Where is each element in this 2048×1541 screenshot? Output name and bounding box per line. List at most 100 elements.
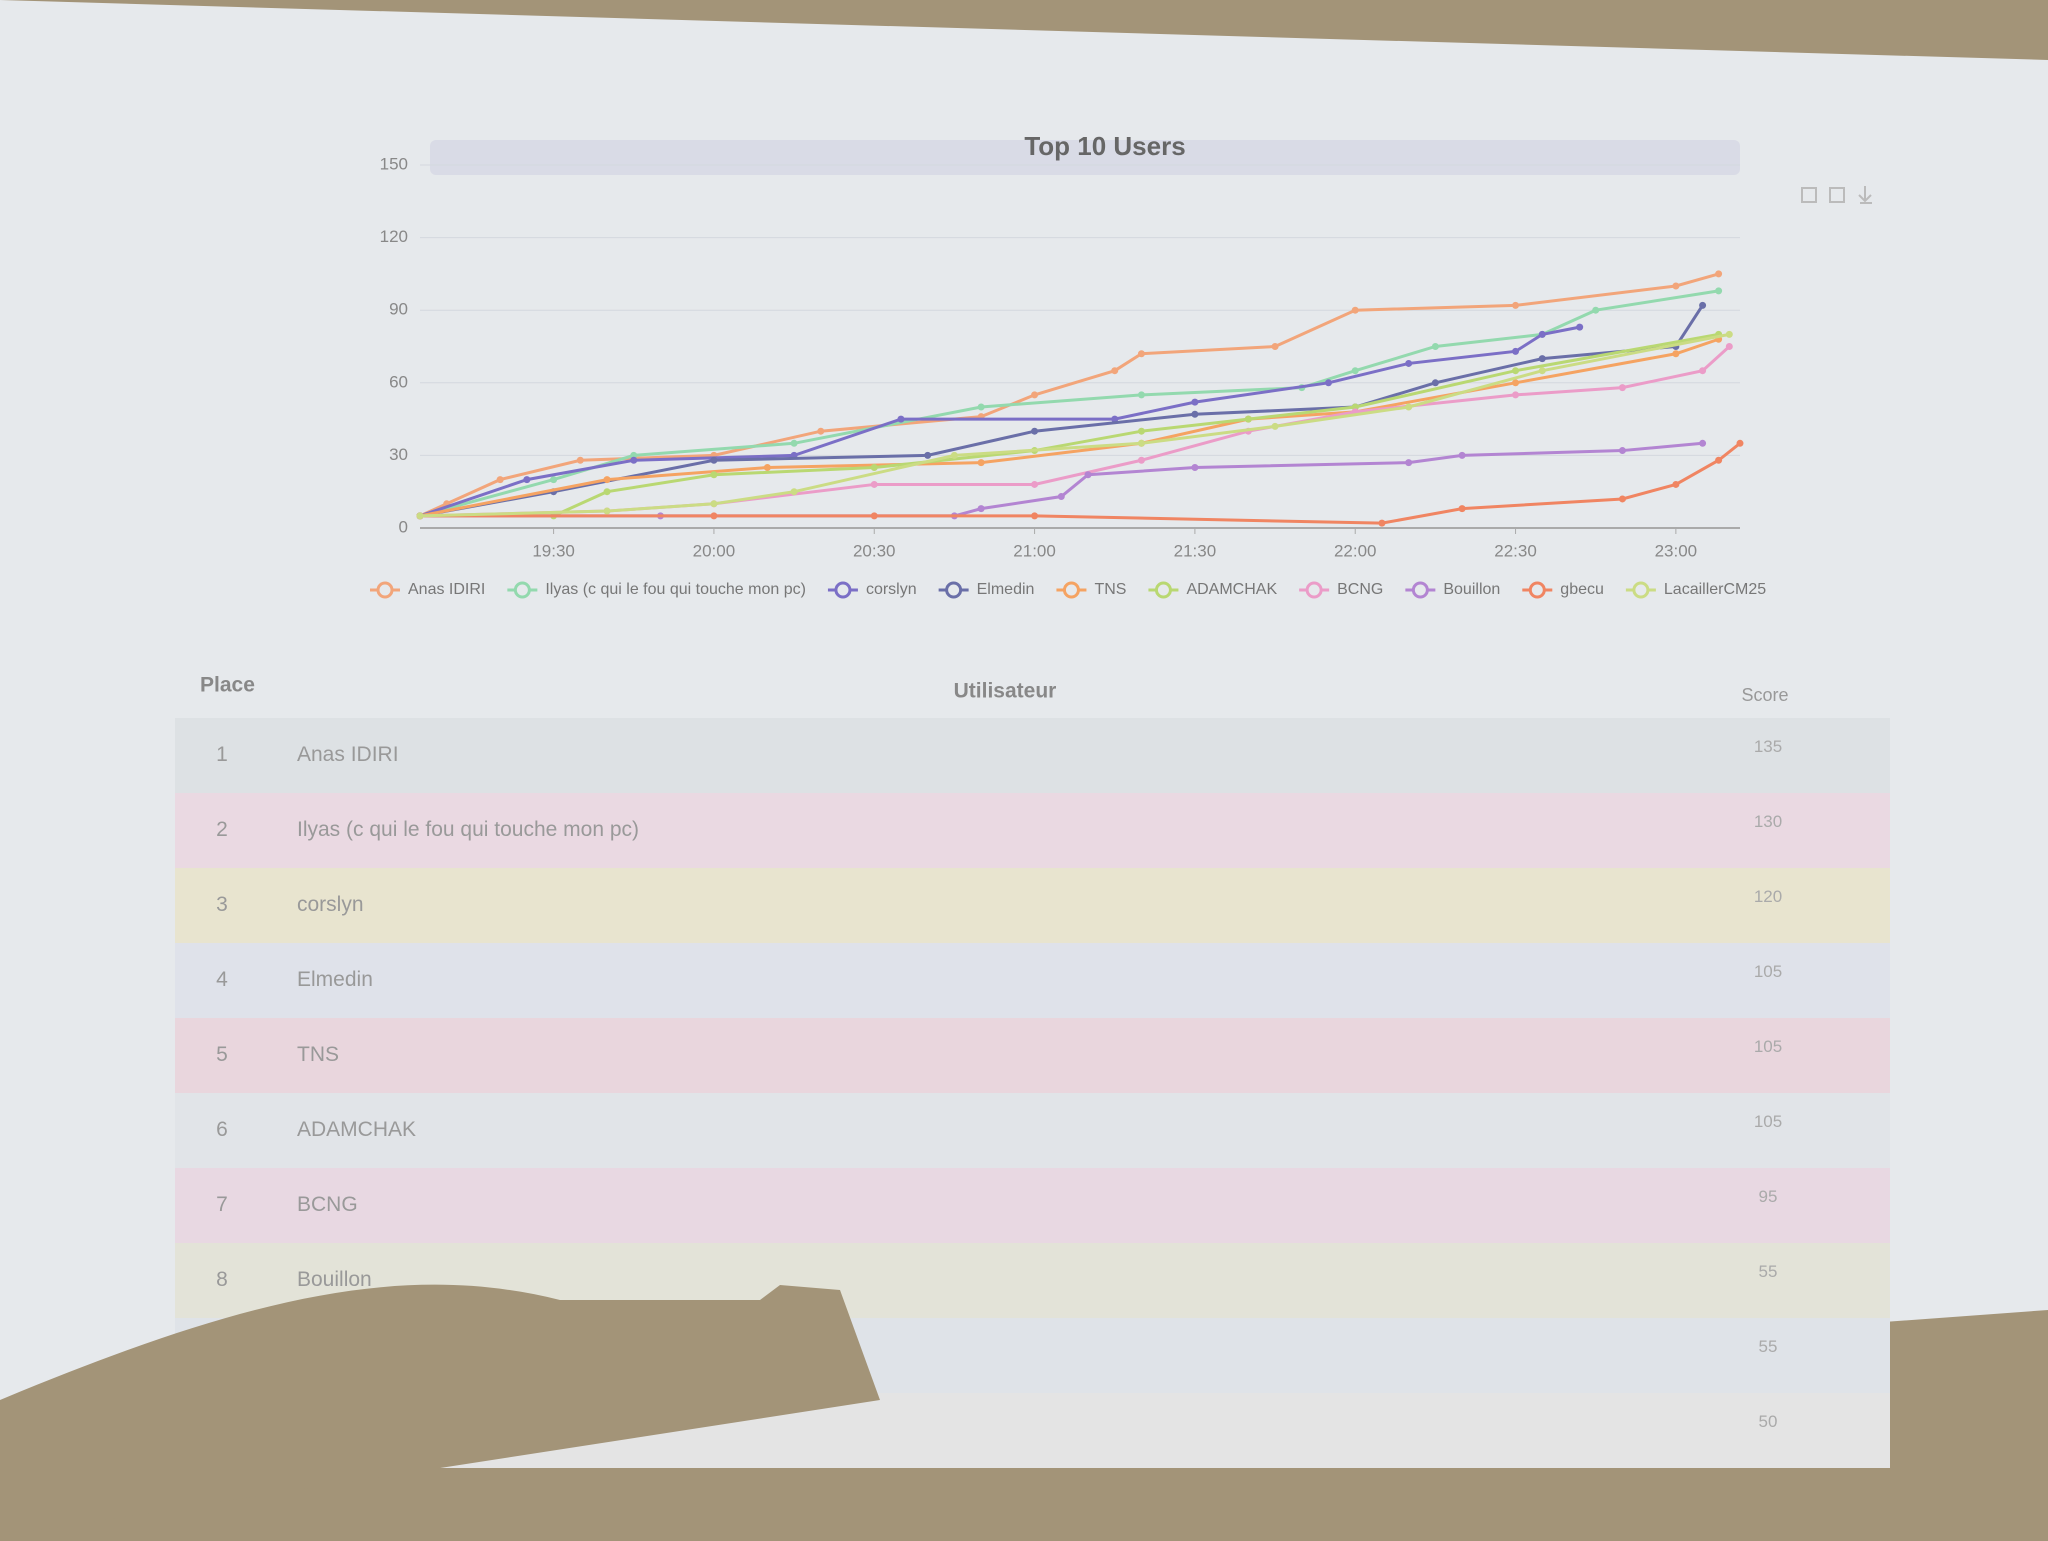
- y-tick-label: 150: [380, 154, 408, 173]
- point: [710, 456, 718, 464]
- shadow: [0, 1284, 880, 1536]
- point: [1378, 519, 1386, 527]
- point: [710, 471, 718, 479]
- point: [496, 476, 504, 484]
- series-line: [419, 325, 1580, 518]
- point: [924, 451, 932, 459]
- legend-item: Ilyas (c qui le fou qui touche mon pc): [507, 581, 806, 599]
- cell-place: 5: [216, 1043, 228, 1066]
- point: [1111, 415, 1119, 423]
- table-row: [175, 718, 1890, 793]
- cell-place: 6: [216, 1118, 228, 1141]
- x-tick-label: 19:30: [532, 541, 575, 560]
- cell-user: BCNG: [297, 1193, 358, 1216]
- point: [1618, 447, 1626, 455]
- legend-item: BCNG: [1299, 581, 1383, 599]
- point: [1512, 367, 1520, 375]
- point: [630, 451, 638, 459]
- point: [1351, 367, 1359, 375]
- x-tick-label: 20:30: [853, 541, 896, 560]
- point: [523, 476, 531, 484]
- cell-user: TNS: [297, 1043, 339, 1066]
- cell-place: 7: [216, 1193, 228, 1216]
- table-row: [175, 943, 1890, 1018]
- point: [1057, 493, 1065, 501]
- legend-label: Ilyas (c qui le fou qui touche mon pc): [545, 581, 806, 598]
- y-tick-label: 120: [380, 227, 408, 246]
- zoom-slider: [430, 140, 1740, 175]
- x-tick-label: 23:00: [1655, 541, 1698, 560]
- point: [1458, 505, 1466, 513]
- point: [1191, 398, 1199, 406]
- point: [1699, 367, 1707, 375]
- point: [1512, 301, 1520, 309]
- header-user: Utilisateur: [954, 680, 1057, 703]
- point: [977, 505, 985, 513]
- point: [710, 500, 718, 508]
- point: [870, 480, 878, 488]
- point: [1325, 379, 1333, 387]
- cell-place: 3: [216, 893, 228, 916]
- point: [710, 512, 718, 520]
- cell-score: 135: [1754, 737, 1782, 756]
- cell-place: 2: [216, 818, 228, 841]
- point: [1031, 480, 1039, 488]
- point: [1699, 301, 1707, 309]
- point: [1405, 359, 1413, 367]
- legend-label: corslyn: [866, 581, 917, 598]
- point: [1431, 343, 1439, 350]
- point: [603, 476, 611, 484]
- point: [763, 464, 771, 471]
- legend-label: LacaillerCM25: [1664, 581, 1766, 598]
- cell-score: 120: [1754, 887, 1782, 906]
- legend-label: Elmedin: [977, 581, 1035, 598]
- legend-symbol: [1528, 581, 1546, 599]
- cell-place: 4: [216, 968, 228, 991]
- legend-label: BCNG: [1337, 581, 1383, 598]
- cell-user: Bouillon: [297, 1268, 372, 1291]
- point: [1672, 480, 1680, 488]
- legend-item: Bouillon: [1405, 581, 1500, 599]
- legend-label: Anas IDIRI: [408, 581, 485, 598]
- point: [1137, 391, 1145, 399]
- point: [1405, 403, 1413, 411]
- x-tick-label: 22:00: [1334, 541, 1377, 560]
- point: [1031, 512, 1039, 520]
- cell-score: 130: [1754, 812, 1782, 831]
- point: [1031, 391, 1039, 399]
- point: [1512, 391, 1520, 399]
- header-place: Place: [200, 674, 255, 697]
- point: [1715, 287, 1723, 295]
- point: [1512, 347, 1520, 355]
- point: [1271, 343, 1279, 350]
- legend-label: TNS: [1094, 581, 1126, 598]
- point: [1538, 367, 1546, 375]
- point: [416, 512, 424, 520]
- table-row: [175, 1093, 1890, 1168]
- point: [1031, 427, 1039, 435]
- legend-item: Elmedin: [938, 581, 1035, 599]
- point: [1618, 495, 1626, 503]
- legend-label: ADAMCHAK: [1186, 581, 1277, 598]
- legend-symbol: [834, 581, 852, 599]
- point: [1191, 464, 1199, 471]
- cell-score: 50: [1759, 1412, 1778, 1431]
- point: [1512, 379, 1520, 387]
- point: [1137, 439, 1145, 447]
- legend-label: Bouillon: [1443, 581, 1500, 598]
- cell-score: 55: [1759, 1337, 1778, 1356]
- cell-score: 55: [1759, 1262, 1778, 1281]
- point: [790, 439, 798, 447]
- point: [1576, 323, 1584, 331]
- legend-symbol: [1305, 581, 1323, 599]
- point: [1244, 415, 1252, 423]
- table-row: [175, 1168, 1890, 1243]
- point: [1351, 306, 1359, 314]
- toolbox: [1801, 186, 1872, 204]
- cell-user: Ilyas (c qui le fou qui touche mon pc): [297, 818, 639, 841]
- legend-item: Anas IDIRI: [370, 581, 485, 599]
- point: [576, 456, 584, 464]
- point: [1458, 451, 1466, 459]
- point: [603, 488, 611, 496]
- point: [1351, 403, 1359, 411]
